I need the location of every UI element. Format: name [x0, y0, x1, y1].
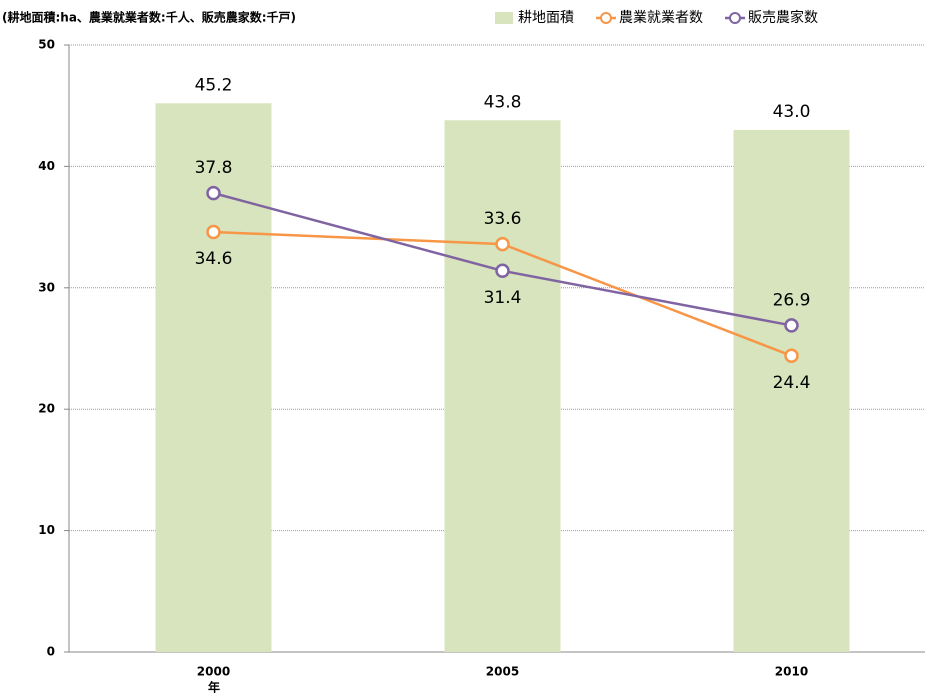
bar — [155, 103, 272, 653]
y-tick-label: 10 — [38, 523, 55, 537]
marker — [206, 185, 221, 201]
x-tick-label: 2010 — [775, 665, 808, 679]
legend-label: 販売農家数 — [748, 9, 818, 26]
x-tick-label: 2005 — [486, 665, 519, 679]
data-label: 31.4 — [484, 288, 522, 308]
data-label: 33.6 — [484, 209, 522, 229]
y-tick-label: 30 — [38, 280, 55, 294]
legend-label: 農業就業者数 — [619, 10, 703, 26]
legend-label: 耕地面積 — [518, 9, 574, 26]
data-label: 37.8 — [195, 158, 233, 178]
legend-swatch — [495, 12, 513, 24]
marker — [495, 236, 510, 252]
marker — [495, 263, 510, 279]
x-tick-label: 2000 — [197, 665, 230, 679]
legend-swatch — [729, 12, 741, 24]
data-label: 43.8 — [484, 92, 522, 112]
bar — [444, 120, 561, 652]
marker — [784, 348, 799, 364]
legend-swatch — [600, 12, 612, 24]
data-label: 26.9 — [773, 290, 811, 310]
y-tick-label: 20 — [38, 402, 55, 416]
marker — [784, 318, 799, 333]
y-tick-label: 0 — [47, 645, 55, 659]
chart-title: (耕地面積:ha、農業就業者数:千人、販売農家数:千戸) — [2, 10, 296, 25]
x-axis-label: 年 — [208, 680, 220, 695]
y-tick-label: 50 — [38, 38, 55, 52]
data-label: 45.2 — [195, 75, 233, 95]
marker — [206, 224, 221, 240]
data-label: 43.0 — [773, 102, 811, 122]
data-label: 24.4 — [773, 373, 811, 393]
y-tick-label: 40 — [38, 159, 55, 173]
data-label: 34.6 — [195, 249, 233, 269]
bar — [733, 129, 850, 653]
